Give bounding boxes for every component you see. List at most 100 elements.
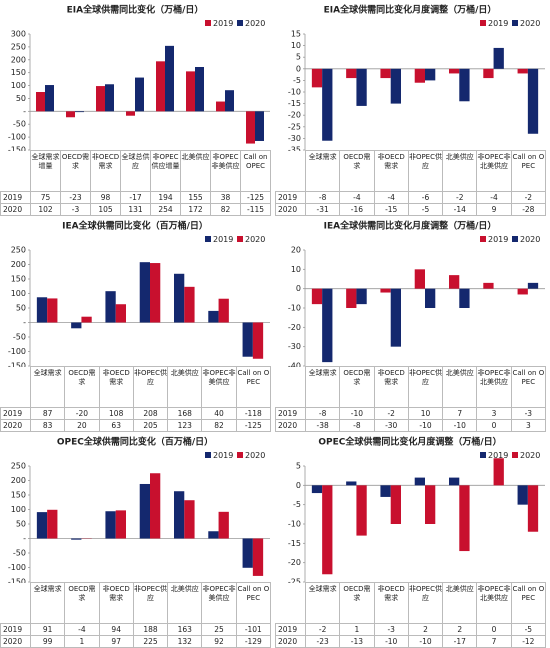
value-cell: -4 (373, 191, 409, 204)
bar (311, 288, 323, 305)
category-label: 北美供应 (442, 366, 478, 408)
y-tick-label: 150 (11, 275, 26, 284)
value-cell: 254 (150, 203, 181, 216)
series-label: 2020 (275, 419, 306, 432)
value-cell: 123 (167, 419, 203, 432)
value-cell: 38 (210, 191, 241, 204)
value-cell: -129 (235, 635, 271, 648)
y-tick-label: -15 (288, 539, 301, 548)
bar (322, 288, 333, 363)
y-tick-label: - (23, 107, 26, 116)
legend-swatch (205, 20, 211, 26)
chart: IEA全球供需同比变化月度调整（万桶/日）2019 202020100-10-20… (288, 220, 545, 368)
value-cell: -4 (64, 623, 100, 636)
y-tick-label: 50 (16, 520, 26, 529)
bar (174, 491, 185, 539)
category-label: 非OPEC供应 (407, 366, 444, 408)
bar (252, 322, 264, 359)
value-cell: 105 (90, 203, 121, 216)
y-tick-label: -20 (288, 558, 301, 567)
y-tick-label: 200 (11, 260, 26, 269)
legend-label: 2019 (213, 19, 233, 28)
category-label: OECD需求 (339, 366, 375, 408)
bar (150, 263, 161, 323)
category-label: OECD需求 (64, 582, 100, 624)
y-tick-label: -100 (8, 347, 26, 356)
legend-label: 2020 (520, 19, 540, 28)
category-label: 非OPEC非美供应 (201, 366, 237, 408)
bar (356, 68, 367, 106)
value-cell: 205 (132, 419, 169, 432)
bar (380, 288, 391, 293)
bar (322, 68, 333, 141)
bar (380, 68, 391, 79)
bar (346, 481, 357, 486)
bar (346, 288, 357, 308)
bar (184, 500, 195, 539)
y-tick-label: 150 (11, 68, 26, 77)
data-table: 全球需求 OECD需求 非OECD需求 非OPEC供应 北美供应 非OPEC非北美供应 Ca… (275, 582, 546, 648)
data-table: 全球需求 OECD需求 非OECD需求 非OPEC供应 北美供应 非OPEC非美供应 Cal… (0, 366, 271, 432)
header-row: 全球需求 OECD需求 非OECD需求 非OPEC供应 北美供应 非OPEC非美供应 Cal… (0, 366, 271, 408)
bar (414, 269, 425, 289)
y-tick-label: 50 (16, 304, 26, 313)
legend-label: 2019 (213, 451, 233, 460)
value-cell: 82 (210, 203, 241, 216)
data-row: 2019 -8 -4 -4 -6 -2 -4 -2 (275, 191, 546, 204)
y-tick-label: - (23, 534, 26, 543)
bar (36, 512, 48, 539)
y-tick-label: -100 (8, 563, 26, 572)
bar (483, 282, 494, 289)
bar (174, 273, 185, 323)
y-tick-label: -25 (288, 578, 301, 584)
bar (425, 288, 436, 308)
category-label: 全球需求 (29, 366, 66, 408)
value-cell: 163 (167, 623, 203, 636)
legend-label: 2019 (213, 235, 233, 244)
bar (346, 68, 357, 79)
y-tick-label: 15 (291, 30, 301, 39)
category-label: 非OPEC非北美供应 (476, 150, 512, 192)
chart: EIA全球供需同比变化月度调整（万桶/日） 2019 2020 15 10 5 0 -5 -10… (288, 4, 545, 151)
y-tick-label: 200 (11, 55, 26, 64)
value-cell: -17 (442, 635, 478, 648)
bar (380, 485, 391, 497)
category-label: OECD需求 (64, 366, 100, 408)
data-row: 2020 -38 -8 -30 -10 -10 0 3 (275, 419, 546, 432)
value-cell: -38 (304, 419, 341, 432)
category-label: 全球需求 (29, 582, 66, 624)
y-tick-label: -40 (288, 362, 301, 368)
bar (483, 68, 494, 79)
chart-panel: EIA全球供需同比变化月度调整（万桶/日） 2019 2020 15 10 5 0 -5 -10… (275, 0, 550, 216)
value-cell: -5 (407, 203, 444, 216)
chart-title: OPEC全球供需同比变化（百万桶/日） (57, 436, 213, 448)
data-row: 2020 99 1 97 225 132 92 -129 (0, 635, 271, 648)
legend-label: 2020 (520, 235, 540, 244)
legend-swatch (205, 236, 211, 242)
corner-cell (275, 366, 306, 408)
value-cell: -5 (510, 623, 546, 636)
data-row: 2020 83 20 63 205 123 82 -125 (0, 419, 271, 432)
data-table: 全球需求 OECD需求 非OECD需求 非OPEC供应 北美供应 非OPEC非北美供应 Ca… (275, 150, 546, 216)
legend-label: 2019 (488, 235, 508, 244)
bar (81, 316, 92, 323)
bar (71, 322, 82, 329)
bar (96, 86, 105, 112)
bar (126, 111, 135, 116)
y-tick-label: 100 (11, 289, 26, 298)
category-label: 非OPEC供应 (407, 582, 444, 624)
bar (208, 310, 219, 323)
value-cell: 155 (180, 191, 211, 204)
value-cell: -4 (339, 191, 375, 204)
value-cell: -20 (64, 407, 100, 420)
bar (186, 71, 195, 112)
bar (425, 485, 436, 524)
legend-swatch (480, 20, 486, 26)
category-label: OECD需求 (339, 582, 375, 624)
value-cell: -30 (373, 419, 409, 432)
y-tick-label: 10 (291, 265, 301, 274)
legend-label: 2019 (488, 451, 508, 460)
y-tick-label: -5 (293, 76, 301, 85)
y-tick-label: 250 (11, 246, 26, 255)
data-row: 2020 -31 -16 -15 -5 -14 9 -28 (275, 203, 546, 216)
